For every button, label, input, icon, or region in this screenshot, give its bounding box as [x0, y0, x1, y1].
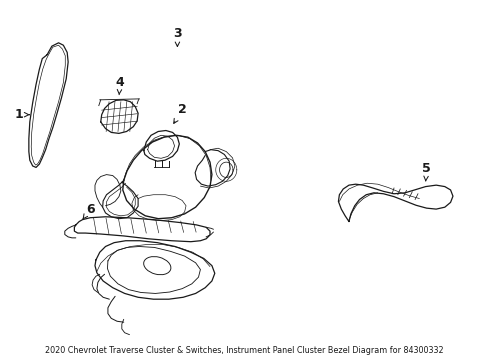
Text: 2020 Chevrolet Traverse Cluster & Switches, Instrument Panel Cluster Bezel Diagr: 2020 Chevrolet Traverse Cluster & Switch…	[45, 346, 443, 355]
Text: 4: 4	[115, 76, 124, 95]
Text: 5: 5	[421, 162, 430, 181]
Text: 6: 6	[83, 203, 94, 219]
Text: 1: 1	[15, 108, 29, 121]
Text: 3: 3	[173, 27, 182, 46]
Text: 2: 2	[173, 103, 186, 123]
